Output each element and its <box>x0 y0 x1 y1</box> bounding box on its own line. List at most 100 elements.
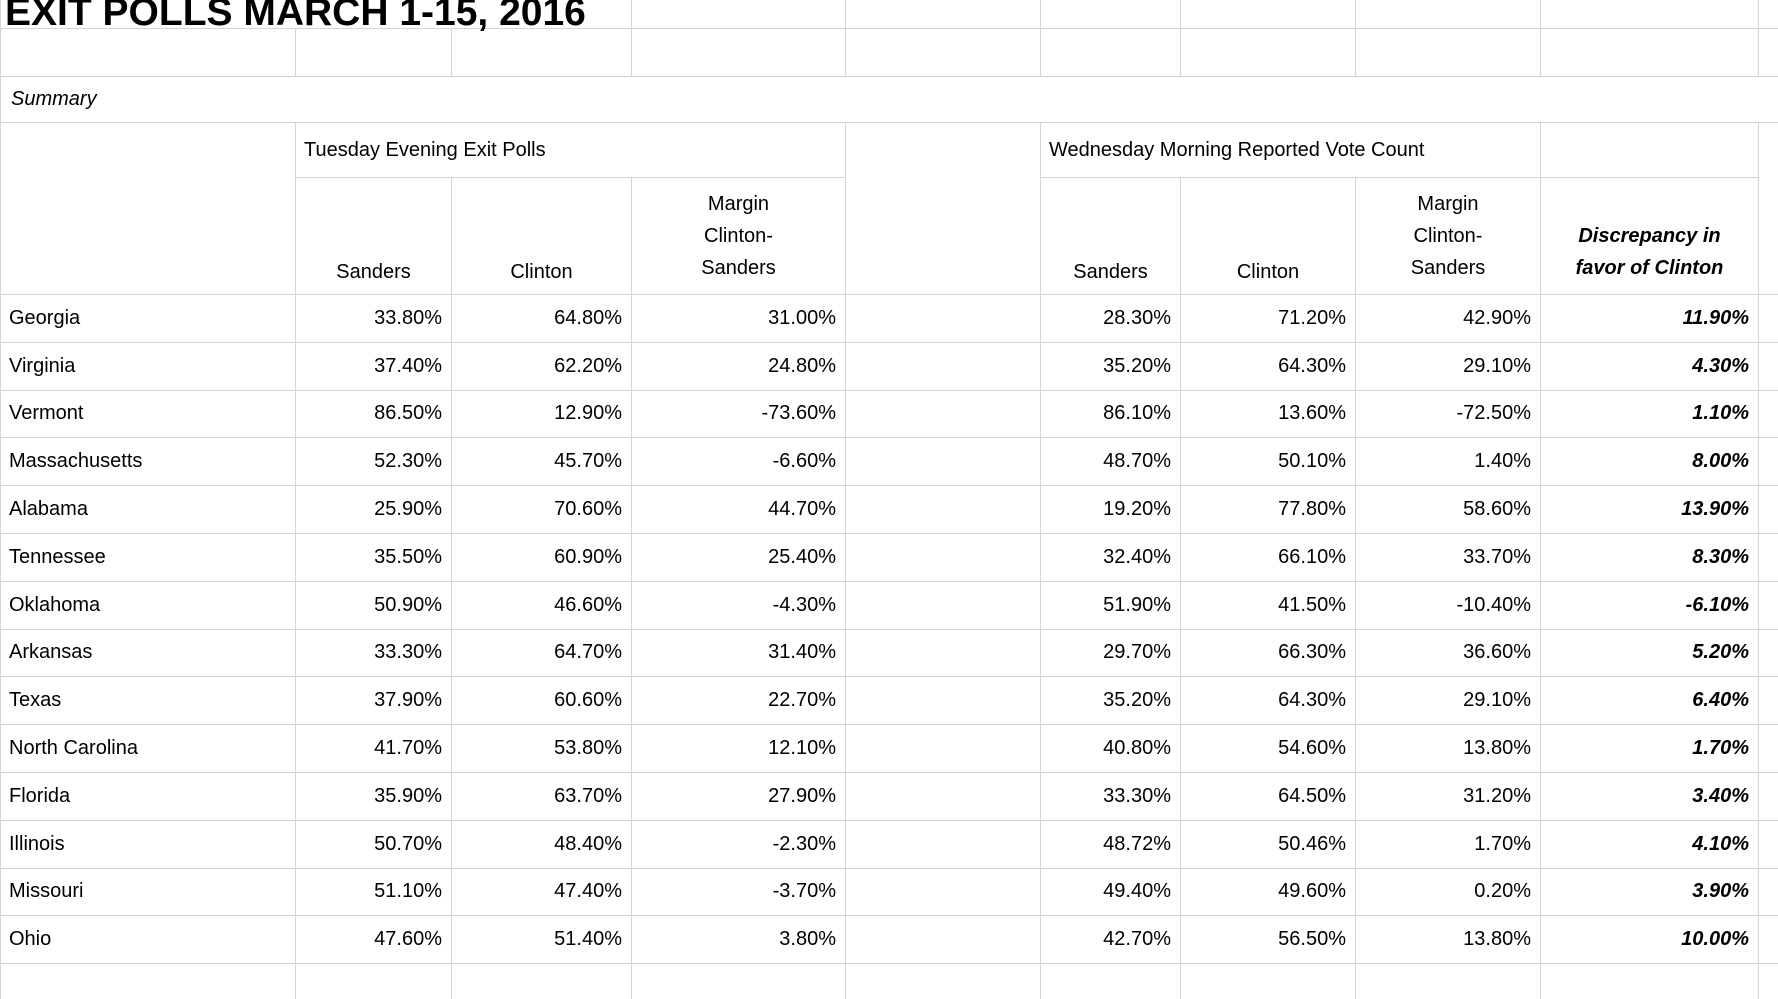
tue-clinton-cell[interactable]: 60.60% <box>452 677 632 726</box>
state-cell[interactable]: Oklahoma <box>1 581 296 630</box>
wed-sanders-cell[interactable]: 42.70% <box>1041 916 1181 965</box>
discrepancy-cell[interactable]: 1.70% <box>1541 725 1759 773</box>
tue-margin-cell[interactable]: -73.60% <box>632 390 846 439</box>
wed-sanders-header[interactable]: Sanders <box>1041 178 1181 295</box>
tue-clinton-cell[interactable]: 46.60% <box>452 581 632 630</box>
empty-cell[interactable] <box>846 29 1041 77</box>
spacer-cell[interactable] <box>846 178 1041 295</box>
state-cell[interactable]: Georgia <box>1 295 296 343</box>
discrepancy-header[interactable]: Discrepancy in favor of Clinton <box>1541 178 1759 295</box>
wed-margin-cell[interactable]: 13.80% <box>1356 725 1541 773</box>
wed-margin-cell[interactable]: 31.20% <box>1356 772 1541 821</box>
discrepancy-cell[interactable]: 8.30% <box>1541 533 1759 582</box>
wed-sanders-cell[interactable]: 19.20% <box>1041 486 1181 534</box>
state-cell[interactable]: Illinois <box>1 820 296 869</box>
tue-sanders-cell[interactable]: 41.70% <box>296 725 452 773</box>
wed-sanders-cell[interactable]: 86.10% <box>1041 390 1181 439</box>
spacer-cell[interactable] <box>846 916 1041 965</box>
empty-cell[interactable] <box>296 29 452 77</box>
empty-cell[interactable] <box>1181 0 1356 29</box>
wed-clinton-cell[interactable]: 56.50% <box>1181 916 1356 965</box>
empty-cell[interactable] <box>1541 0 1759 29</box>
wed-margin-cell[interactable]: 36.60% <box>1356 629 1541 678</box>
wed-clinton-cell[interactable]: 13.60% <box>1181 390 1356 439</box>
tue-clinton-cell[interactable]: 62.20% <box>452 342 632 391</box>
tue-sanders-cell[interactable]: 50.90% <box>296 581 452 630</box>
tue-clinton-cell[interactable]: 64.70% <box>452 629 632 678</box>
tue-sanders-cell[interactable]: 25.90% <box>296 486 452 534</box>
wed-clinton-cell[interactable]: 64.30% <box>1181 342 1356 391</box>
spacer-cell[interactable] <box>846 629 1041 678</box>
wed-margin-cell[interactable]: 13.80% <box>1356 916 1541 965</box>
wed-clinton-cell[interactable]: 49.60% <box>1181 868 1356 917</box>
tue-margin-cell[interactable]: -2.30% <box>632 820 846 869</box>
wed-sanders-cell[interactable]: 49.40% <box>1041 868 1181 917</box>
spacer-cell[interactable] <box>846 486 1041 534</box>
wed-clinton-cell[interactable]: 64.30% <box>1181 677 1356 726</box>
tue-clinton-cell[interactable]: 48.40% <box>452 820 632 869</box>
spacer-cell[interactable] <box>846 677 1041 726</box>
tue-sanders-cell[interactable]: 47.60% <box>296 916 452 965</box>
tue-clinton-cell[interactable]: 64.80% <box>452 295 632 343</box>
spacer-cell[interactable] <box>846 820 1041 869</box>
tue-margin-cell[interactable]: 3.80% <box>632 916 846 965</box>
wed-margin-cell[interactable]: 1.40% <box>1356 438 1541 487</box>
empty-cell[interactable] <box>846 964 1041 999</box>
tue-clinton-cell[interactable]: 70.60% <box>452 486 632 534</box>
empty-cell[interactable] <box>632 964 846 999</box>
wed-sanders-cell[interactable]: 32.40% <box>1041 533 1181 582</box>
wed-clinton-cell[interactable]: 50.10% <box>1181 438 1356 487</box>
discrepancy-cell[interactable]: 3.90% <box>1541 868 1759 917</box>
wed-clinton-header[interactable]: Clinton <box>1181 178 1356 295</box>
state-cell[interactable]: Tennessee <box>1 533 296 582</box>
state-cell[interactable]: North Carolina <box>1 725 296 773</box>
tue-margin-cell[interactable]: 44.70% <box>632 486 846 534</box>
empty-cell[interactable] <box>452 0 632 29</box>
tue-sanders-cell[interactable]: 50.70% <box>296 820 452 869</box>
tue-sanders-cell[interactable]: 51.10% <box>296 868 452 917</box>
empty-cell[interactable] <box>1181 29 1356 77</box>
discrepancy-cell[interactable]: 1.10% <box>1541 390 1759 439</box>
tue-margin-cell[interactable]: 25.40% <box>632 533 846 582</box>
discrepancy-cell[interactable]: 11.90% <box>1541 295 1759 343</box>
wed-clinton-cell[interactable]: 50.46% <box>1181 820 1356 869</box>
wed-clinton-cell[interactable]: 77.80% <box>1181 486 1356 534</box>
tue-margin-header[interactable]: Margin Clinton- Sanders <box>632 178 846 295</box>
discrepancy-cell[interactable]: 5.20% <box>1541 629 1759 678</box>
spacer-cell[interactable] <box>846 438 1041 487</box>
tue-margin-cell[interactable]: 27.90% <box>632 772 846 821</box>
tue-margin-cell[interactable]: 31.00% <box>632 295 846 343</box>
empty-cell[interactable] <box>632 0 846 29</box>
tue-sanders-cell[interactable]: 86.50% <box>296 390 452 439</box>
spacer-cell[interactable] <box>846 868 1041 917</box>
spacer-cell[interactable] <box>846 295 1041 343</box>
wed-margin-cell[interactable]: 0.20% <box>1356 868 1541 917</box>
tue-margin-cell[interactable]: 12.10% <box>632 725 846 773</box>
tue-clinton-cell[interactable]: 63.70% <box>452 772 632 821</box>
tue-clinton-cell[interactable]: 53.80% <box>452 725 632 773</box>
spacer-cell[interactable] <box>846 123 1041 178</box>
empty-cell[interactable] <box>296 964 452 999</box>
spacer-cell[interactable] <box>846 342 1041 391</box>
wed-sanders-cell[interactable]: 51.90% <box>1041 581 1181 630</box>
discrepancy-cell[interactable]: 6.40% <box>1541 677 1759 726</box>
spacer-cell[interactable] <box>846 533 1041 582</box>
empty-cell[interactable] <box>296 0 452 29</box>
state-cell[interactable]: Missouri <box>1 868 296 917</box>
tue-margin-cell[interactable]: 24.80% <box>632 342 846 391</box>
tue-margin-cell[interactable]: -3.70% <box>632 868 846 917</box>
empty-cell[interactable] <box>846 0 1041 29</box>
tue-sanders-cell[interactable]: 33.80% <box>296 295 452 343</box>
tue-margin-cell[interactable]: 22.70% <box>632 677 846 726</box>
discrepancy-cell[interactable]: 3.40% <box>1541 772 1759 821</box>
wed-clinton-cell[interactable]: 66.30% <box>1181 629 1356 678</box>
wed-margin-cell[interactable]: 29.10% <box>1356 677 1541 726</box>
wed-margin-header[interactable]: Margin Clinton- Sanders <box>1356 178 1541 295</box>
discrepancy-cell[interactable]: -6.10% <box>1541 581 1759 630</box>
state-cell[interactable]: Florida <box>1 772 296 821</box>
tue-clinton-cell[interactable]: 51.40% <box>452 916 632 965</box>
wed-margin-cell[interactable]: -72.50% <box>1356 390 1541 439</box>
empty-cell[interactable] <box>1356 964 1541 999</box>
wed-margin-cell[interactable]: -10.40% <box>1356 581 1541 630</box>
empty-cell[interactable] <box>1541 123 1759 178</box>
